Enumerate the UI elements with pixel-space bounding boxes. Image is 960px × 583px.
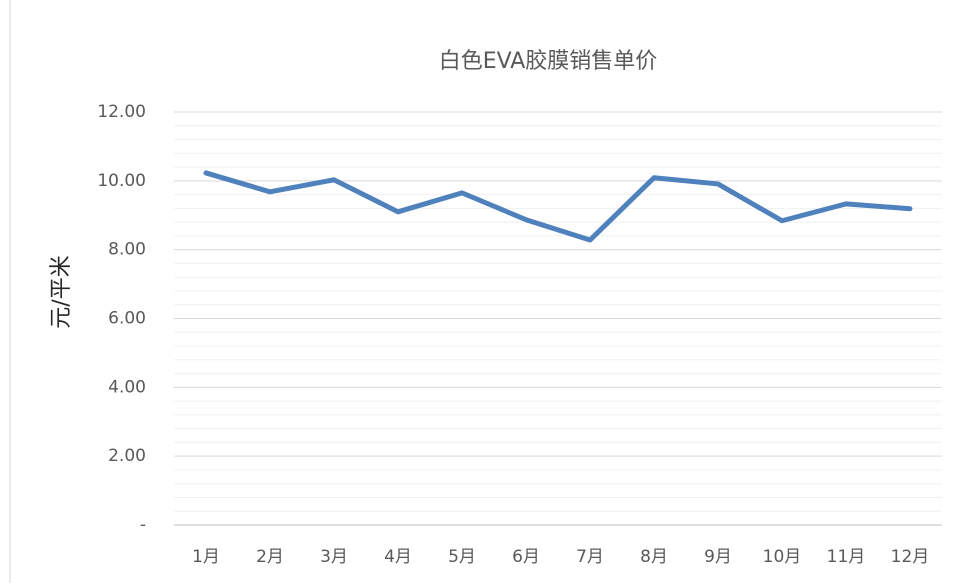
chart-title: 白色EVA胶膜销售单价 — [439, 49, 658, 74]
y-tick-label: 2.00 — [108, 446, 146, 466]
x-tick-label: 4月 — [384, 547, 412, 567]
x-tick-label: 8月 — [640, 547, 668, 567]
y-tick-label: 4.00 — [108, 377, 146, 397]
x-tick-label: 2月 — [256, 547, 284, 567]
x-tick-label: 11月 — [827, 547, 866, 567]
x-tick-label: 1月 — [192, 547, 220, 567]
x-tick-label: 12月 — [891, 547, 930, 567]
y-tick-label: 10.00 — [97, 171, 146, 191]
x-tick-label: 10月 — [763, 547, 802, 567]
y-tick-label: - — [140, 515, 146, 535]
y-tick-label: 8.00 — [108, 240, 146, 260]
x-tick-label: 5月 — [448, 547, 476, 567]
x-tick-label: 3月 — [320, 547, 348, 567]
y-axis-label: 元/平米 — [49, 255, 74, 328]
y-tick-label: 12.00 — [97, 102, 146, 122]
x-tick-label: 7月 — [576, 547, 604, 567]
data-line — [203, 170, 913, 243]
x-tick-label: 9月 — [704, 547, 732, 567]
y-tick-label: 6.00 — [108, 309, 146, 329]
x-tick-label: 6月 — [512, 547, 540, 567]
